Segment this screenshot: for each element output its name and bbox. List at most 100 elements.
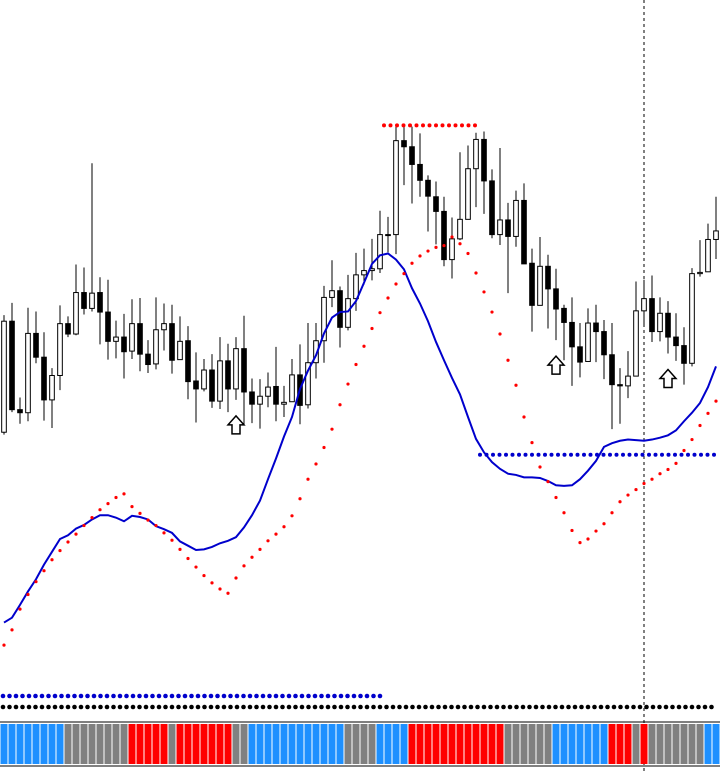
sar-dot [2,643,6,647]
lower-dot [611,704,617,710]
candle-body-bear [33,332,39,358]
sar-dot [210,581,214,585]
candle-body-bull [161,323,167,331]
upper-dot [364,693,370,699]
candle-body-bear [145,353,151,366]
candle [257,379,263,429]
sar-dot [370,326,374,331]
lower-dot [260,704,266,710]
support-dot [595,452,599,457]
histogram-bar [336,724,344,764]
sar-dot [194,565,198,569]
candle [513,190,519,247]
lower-dot [182,704,188,710]
upper-dot [306,693,311,699]
sar-dot [314,462,318,466]
candle [41,332,47,421]
resistance-dot [460,123,464,128]
candle-body-bear [681,345,687,364]
histogram-bar [464,724,472,764]
lower-dot [358,704,363,710]
histogram-bar [560,724,568,764]
candle-body-bear [137,323,143,355]
histogram-bar [152,724,160,764]
resistance-dot [434,123,438,128]
resistance-dot [382,123,386,128]
sar-dot [130,505,134,509]
candle-body-bull [89,292,95,309]
candle [489,169,495,239]
candle [561,304,567,361]
lower-dot [592,704,597,710]
sar-dot [82,523,86,528]
lower-dot [650,704,656,710]
buy-arrow-icon [226,414,246,435]
resistance-dot [427,123,432,128]
upper-dot [20,693,25,699]
upper-dot [189,693,194,699]
histogram-bar [216,724,224,764]
lower-dot [143,704,149,710]
candle [465,145,471,220]
sar-dot [714,399,718,403]
candle [713,196,719,259]
candle [633,281,639,377]
lower-dot [618,704,623,710]
lower-dot [449,704,454,710]
lower-dot [462,704,467,710]
histogram-bar [448,724,456,764]
lower-dot [234,704,240,710]
histogram-bar [680,724,688,764]
histogram-bar [696,724,704,764]
candle [129,299,135,360]
candle-body-bear [545,265,551,290]
histogram-bar [376,724,384,764]
histogram-bar [648,724,656,764]
lower-dot [280,704,285,710]
histogram-bar [384,724,392,764]
lower-dot [455,704,461,710]
histogram-bar [544,724,552,764]
histogram-bar [64,724,72,764]
sar-dot [26,592,30,597]
lower-dot [189,704,194,710]
candle-body-bull [713,230,719,240]
candle [217,337,223,410]
upper-dot [299,693,305,699]
lower-dot [533,704,539,710]
candle-body-bear [609,354,615,386]
lower-dot [546,704,552,710]
histogram-bar [184,724,192,764]
candle [137,298,143,372]
histogram-bar [512,724,520,764]
lower-dot [46,704,51,710]
lower-dot [208,704,214,710]
support-dot [575,452,580,457]
histogram-bar [240,724,248,764]
lower-dot [410,704,415,710]
candle [577,323,583,378]
buy-arrows [226,354,678,435]
support-dot [608,452,612,457]
candle [225,343,231,413]
support-dot [647,452,651,457]
lower-dot [91,704,97,710]
sar-dot [458,242,462,246]
histogram-bar [112,724,120,764]
lower-dot [59,704,64,710]
sar-dot [42,569,46,573]
candle-body-bull [153,329,159,365]
histogram-bar [264,724,272,764]
upper-dot [104,693,110,699]
candle [65,316,71,338]
candle-body-bull [305,362,311,406]
candle-body-bull [657,312,663,333]
histogram-bar [368,724,376,764]
upper-dot [143,693,149,699]
candle [57,305,63,391]
candle-body-bull [377,234,383,270]
lower-dot [104,704,110,710]
support-dot [556,452,560,457]
lower-dot [26,704,32,710]
sar-dot [490,310,494,314]
